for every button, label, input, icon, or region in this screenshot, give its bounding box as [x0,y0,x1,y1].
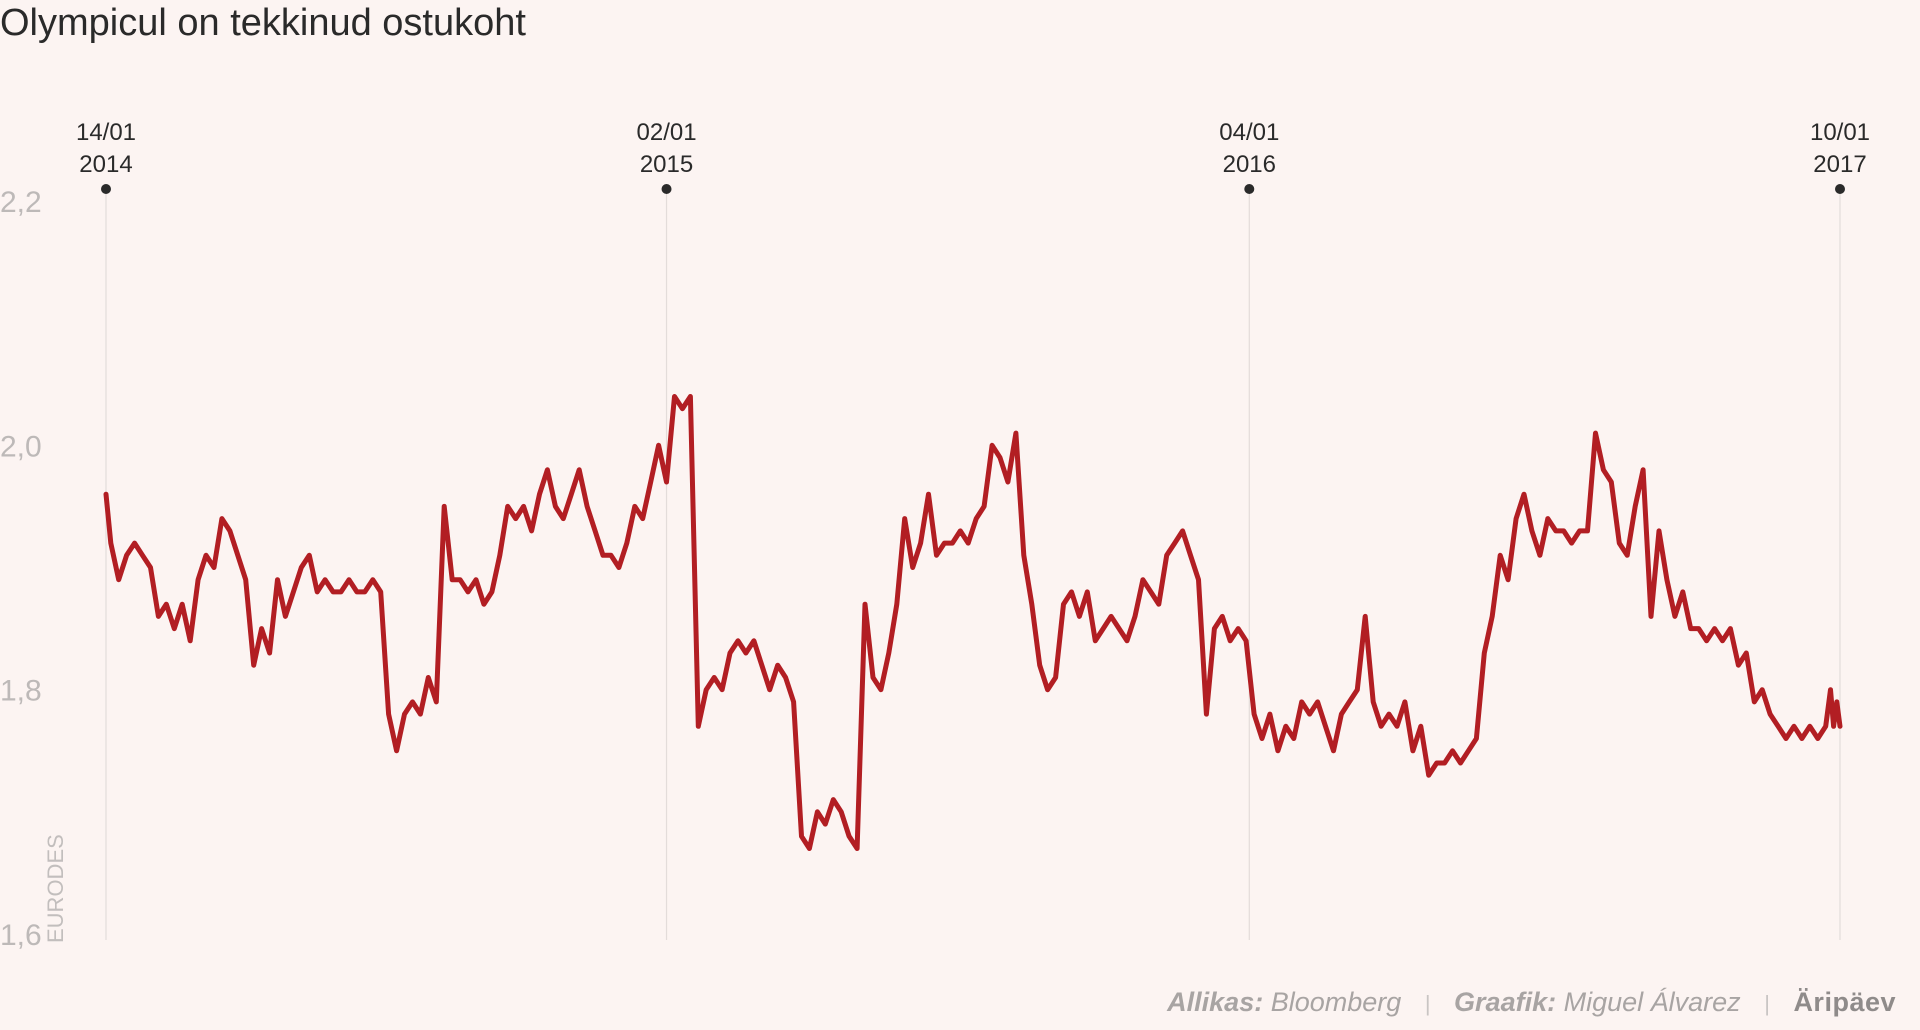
credit-label: Graafik: [1454,987,1557,1017]
marker-label: 2014 [79,151,132,178]
source-value: Bloomberg [1270,987,1402,1017]
source-label: Allikas: [1167,987,1264,1017]
footer-credits: Allikas: Bloomberg | Graafik: Miguel Álv… [1167,987,1896,1018]
footer-separator: | [1424,991,1431,1016]
footer-separator-2: | [1764,991,1770,1016]
y-axis-label: EURODES [43,834,68,943]
y-tick-label: 1,6 [0,919,42,952]
marker-dot [1835,184,1845,194]
y-tick-label: 1,8 [0,675,42,708]
y-tick-label: 2,0 [0,430,42,463]
marker-label: 02/01 [637,119,697,146]
marker-label: 2015 [640,151,693,178]
marker-label: 2016 [1223,151,1276,178]
marker-dot [1244,184,1255,194]
y-axis: 2,2 2,0 1,8 1,6 [0,186,42,952]
date-markers: 14/01 2014 02/01 2015 04/01 2016 10/01 2017 [76,119,1870,940]
credit-value: Miguel Álvarez [1563,987,1741,1017]
marker-label: 2017 [1813,151,1866,178]
y-tick-label: 2,2 [0,186,42,219]
series-line [103,394,1843,851]
marker-dot [101,184,111,194]
marker-label: 14/01 [76,119,136,146]
marker-label: 10/01 [1810,119,1870,146]
series-group [103,394,1843,851]
marker-dot [661,184,672,194]
chart-title: Olympicul on tekkinud ostukoht [0,2,526,44]
marker-label: 04/01 [1219,119,1279,146]
brand-logo: Äripäev [1793,987,1896,1017]
